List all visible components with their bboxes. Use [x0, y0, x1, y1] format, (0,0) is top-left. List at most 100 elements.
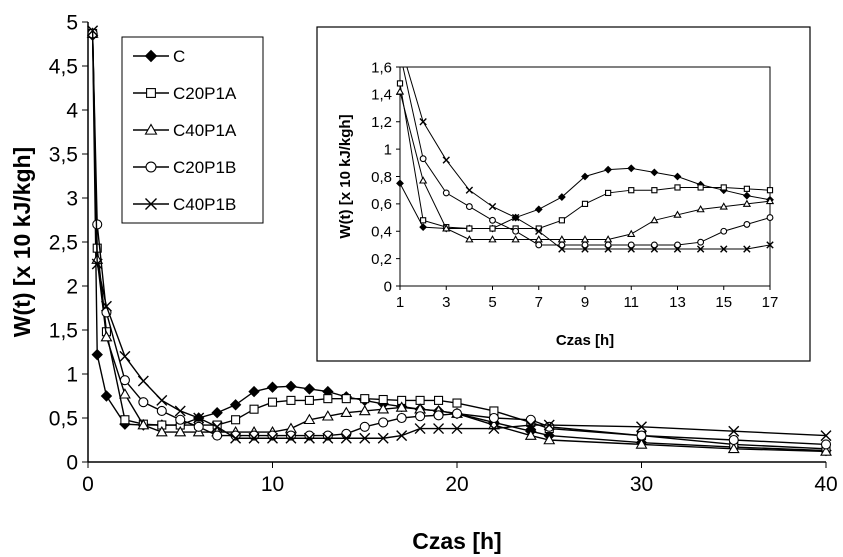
inset-point-c20p1b [536, 242, 542, 248]
inset-y-tick-label: 1,4 [371, 87, 392, 104]
inset-x-tick-label: 13 [669, 294, 686, 311]
main-y-tick-label: 4,5 [49, 55, 78, 78]
main-point-c20p1a [379, 396, 387, 404]
main-point-c20p1a [305, 396, 313, 404]
main-point-c20p1b [157, 406, 166, 415]
main-point-c20p1b [93, 220, 102, 229]
inset-point-c20p1a [675, 185, 680, 190]
legend-label-c20p1a: C20P1A [173, 84, 237, 103]
main-point-c [304, 384, 314, 394]
main-y-tick-label: 2 [66, 275, 78, 298]
main-y-tick-label: 0,5 [49, 407, 78, 430]
legend: C C20P1A C40P1A C20P1B C40P1B [122, 37, 263, 223]
inset-point-c20p1b [698, 239, 704, 245]
main-point-c20p1b [120, 376, 129, 385]
legend-label-c: C [173, 47, 185, 66]
inset-x-tick-label: 7 [535, 294, 543, 311]
main-point-c [101, 391, 111, 401]
main-x-tick-label: 30 [630, 473, 653, 496]
legend-label-c20p1b: C20P1B [173, 158, 236, 177]
main-y-tick-label: 0 [66, 451, 78, 474]
inset-x-tick-label: 5 [488, 294, 496, 311]
legend-label-c40p1b: C40P1B [173, 195, 236, 214]
main-point-c40p1b [157, 395, 167, 405]
inset-y-tick-label: 1,6 [371, 59, 392, 76]
inset-point-c20p1b [466, 204, 472, 210]
inset-x-tick-label: 1 [396, 294, 404, 311]
main-point-c20p1a [342, 395, 350, 403]
main-point-c20p1b [489, 414, 498, 423]
main-point-c20p1b [434, 411, 443, 420]
legend-marker-c20p1a [147, 89, 156, 98]
inset-x-axis-title: Czas [h] [556, 332, 614, 349]
main-point-c [231, 400, 241, 410]
inset-x-tick-label: 3 [442, 294, 450, 311]
inset-point-c20p1b [744, 222, 750, 228]
inset-point-c20p1b [767, 215, 773, 221]
inset-x-tick-label: 9 [581, 294, 589, 311]
main-point-c20p1b [397, 414, 406, 423]
inset-point-c20p1b [420, 156, 426, 162]
main-point-c20p1b [360, 422, 369, 431]
inset-y-tick-label: 0,8 [371, 169, 392, 186]
main-point-c [92, 350, 102, 360]
main-y-tick-label: 1 [66, 363, 78, 386]
main-point-c20p1b [526, 415, 535, 424]
inset-point-c20p1a [490, 226, 495, 231]
main-point-c20p1b [416, 412, 425, 421]
main-x-tick-label: 40 [814, 473, 837, 496]
main-x-tick-label: 20 [445, 473, 468, 496]
main-point-c20p1b [139, 398, 148, 407]
main-y-tick-label: 4 [66, 99, 78, 122]
inset-point-c20p1a [721, 185, 726, 190]
main-point-c20p1a [269, 398, 277, 406]
main-x-tick-label: 0 [82, 473, 94, 496]
main-point-c [286, 381, 296, 391]
main-x-tick-label: 10 [261, 473, 284, 496]
main-point-c20p1b [453, 409, 462, 418]
inset-y-tick-label: 0,4 [371, 224, 392, 241]
main-x-axis-title: Czas [h] [412, 528, 501, 554]
inset-y-axis-title: W(t) [x 10 kJ/kgh] [337, 114, 354, 238]
inset-point-c20p1a [652, 188, 657, 193]
main-point-c20p1b [213, 431, 222, 440]
inset-x-tick-label: 17 [762, 294, 779, 311]
inset-point-c20p1a [606, 190, 611, 195]
inset-y-tick-label: 1 [384, 141, 392, 158]
inset-x-tick-label: 11 [623, 294, 639, 311]
main-point-c40p1b [138, 376, 148, 386]
inset-y-tick-label: 0,6 [371, 196, 392, 213]
inset-y-tick-label: 0,2 [371, 251, 392, 268]
inset-y-tick-label: 0 [384, 278, 392, 295]
inset-y-tick-label: 1,2 [371, 114, 392, 131]
main-point-c20p1a [453, 399, 461, 407]
main-point-c40p1a [120, 389, 130, 398]
main-point-c20p1b [194, 422, 203, 431]
main-point-c [249, 387, 259, 397]
main-point-c [268, 382, 278, 392]
main-y-tick-label: 3,5 [49, 143, 78, 166]
legend-marker-c20p1b [146, 162, 156, 172]
main-point-c20p1a [324, 395, 332, 403]
main-y-tick-label: 5 [66, 11, 78, 34]
main-y-tick-label: 3 [66, 187, 78, 210]
main-point-c40p1b [120, 351, 130, 361]
inset-point-c20p1a [767, 188, 772, 193]
main-point-c20p1a [435, 396, 443, 404]
main-point-c20p1b [729, 436, 738, 445]
main-point-c20p1b [342, 429, 351, 438]
inset-box [317, 27, 810, 361]
inset-point-c20p1a [582, 201, 587, 206]
legend-label-c40p1a: C40P1A [173, 121, 237, 140]
inset-point-c20p1a [467, 226, 472, 231]
inset-chart: 00,20,40,60,811,21,41,61 3 5 7 9 11 13 15 17Czas… [317, 27, 810, 361]
main-point-c20p1a [361, 395, 369, 403]
inset-x-tick-label: 15 [715, 294, 732, 311]
inset-point-c20p1b [721, 228, 727, 234]
main-point-c20p1a [287, 396, 295, 404]
main-point-c20p1a [121, 416, 129, 424]
inset-point-c20p1b [513, 228, 519, 234]
inset-point-c20p1a [629, 188, 634, 193]
main-point-c20p1b [822, 440, 831, 449]
main-point-c [212, 408, 222, 418]
